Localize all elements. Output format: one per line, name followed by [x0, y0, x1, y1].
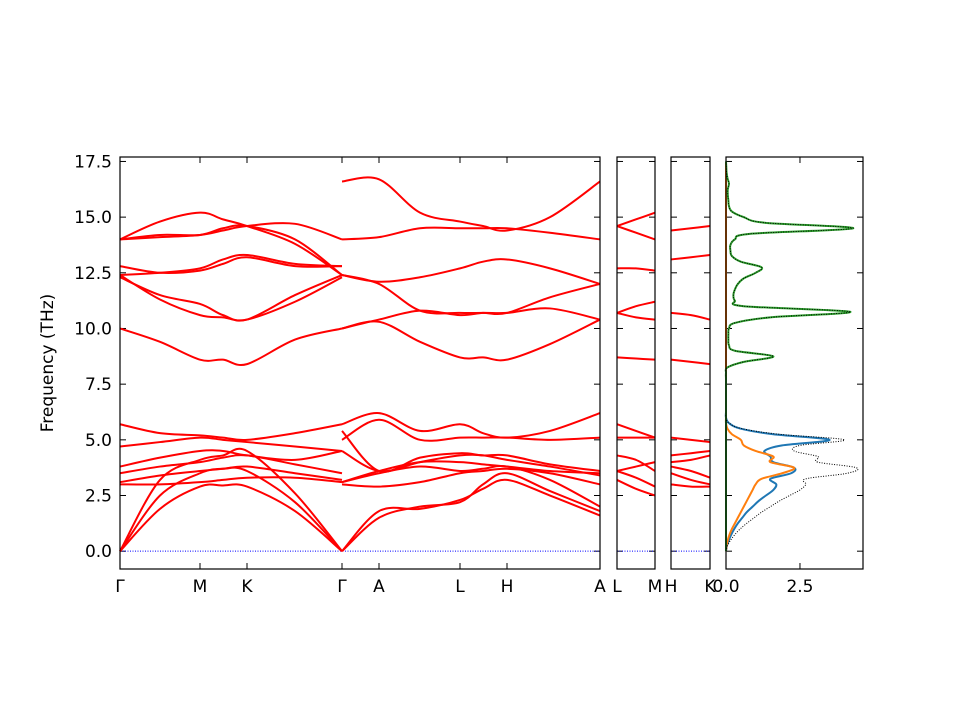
x-tick-label: K	[241, 577, 253, 597]
band-line	[341, 307, 601, 330]
band-line	[616, 356, 656, 361]
band-line	[670, 358, 711, 366]
band-line	[616, 479, 656, 497]
band-line	[616, 461, 656, 472]
x-tick-label: 2.5	[786, 577, 813, 597]
band-line	[119, 449, 343, 468]
band-line	[119, 465, 343, 484]
band-line	[119, 256, 343, 274]
x-tick-label: A	[594, 577, 606, 597]
band-line	[119, 476, 343, 486]
x-tick-label: Γ	[337, 577, 347, 597]
y-axis-label: Frequency (THz)	[38, 294, 58, 433]
panel-frame	[616, 156, 656, 570]
y-tick-label: 2.5	[85, 487, 112, 507]
band-line	[670, 465, 711, 479]
y-tick-label: 17.5	[74, 152, 112, 172]
band-line	[616, 267, 656, 272]
band-line	[616, 454, 656, 472]
band-line	[616, 423, 656, 439]
band-line	[670, 225, 711, 232]
x-tick-label: H	[501, 577, 514, 597]
band-line	[670, 436, 711, 444]
dos-line	[725, 161, 859, 552]
band-line	[670, 454, 711, 464]
band-line	[341, 430, 601, 473]
band-line	[341, 412, 601, 439]
x-tick-label: M	[648, 577, 663, 597]
band-line	[119, 436, 343, 452]
band-line	[119, 454, 343, 475]
y-tick-label: 7.5	[85, 375, 112, 395]
dos-line	[724, 161, 855, 552]
panel-frame	[725, 156, 864, 570]
band-line	[341, 418, 601, 442]
x-tick-label: 0.0	[712, 577, 739, 597]
dos-line	[724, 161, 796, 552]
band-line	[119, 211, 343, 276]
band-line	[341, 258, 601, 285]
band-line	[341, 467, 601, 488]
band-line	[670, 311, 711, 321]
x-tick-label: A	[373, 577, 385, 597]
y-tick-label: 10.0	[74, 319, 112, 339]
band-line	[341, 478, 601, 552]
band-line	[341, 274, 601, 316]
band-line	[616, 311, 656, 321]
band-line	[341, 318, 601, 362]
panel-frame	[119, 156, 601, 570]
band-line	[616, 225, 656, 241]
y-tick-label: 0.0	[85, 542, 112, 562]
band-line	[341, 460, 601, 484]
x-tick-label: K	[704, 577, 716, 597]
band-line	[670, 472, 711, 486]
panel-frame	[670, 156, 711, 570]
y-tick-label: 12.5	[74, 264, 112, 284]
band-line	[616, 470, 656, 488]
x-tick-label: L	[455, 577, 465, 597]
x-tick-label: H	[665, 577, 678, 597]
x-tick-label: Γ	[115, 577, 125, 597]
band-line	[616, 300, 656, 314]
y-tick-label: 5.0	[85, 431, 112, 451]
band-line	[119, 483, 343, 552]
band-line	[670, 449, 711, 457]
band-line	[119, 222, 343, 241]
band-line	[341, 176, 601, 232]
band-line	[119, 274, 343, 322]
band-line	[119, 447, 343, 552]
band-line	[119, 224, 343, 276]
y-tick-label: 15.0	[74, 208, 112, 228]
x-tick-label: L	[612, 577, 622, 597]
x-tick-label: M	[193, 577, 208, 597]
band-line	[616, 211, 656, 227]
band-line	[119, 274, 343, 322]
band-line	[341, 226, 601, 241]
band-line	[670, 253, 711, 261]
band-line	[119, 327, 343, 366]
band-line	[670, 483, 711, 488]
band-line	[119, 423, 343, 441]
dos-line	[724, 161, 831, 552]
